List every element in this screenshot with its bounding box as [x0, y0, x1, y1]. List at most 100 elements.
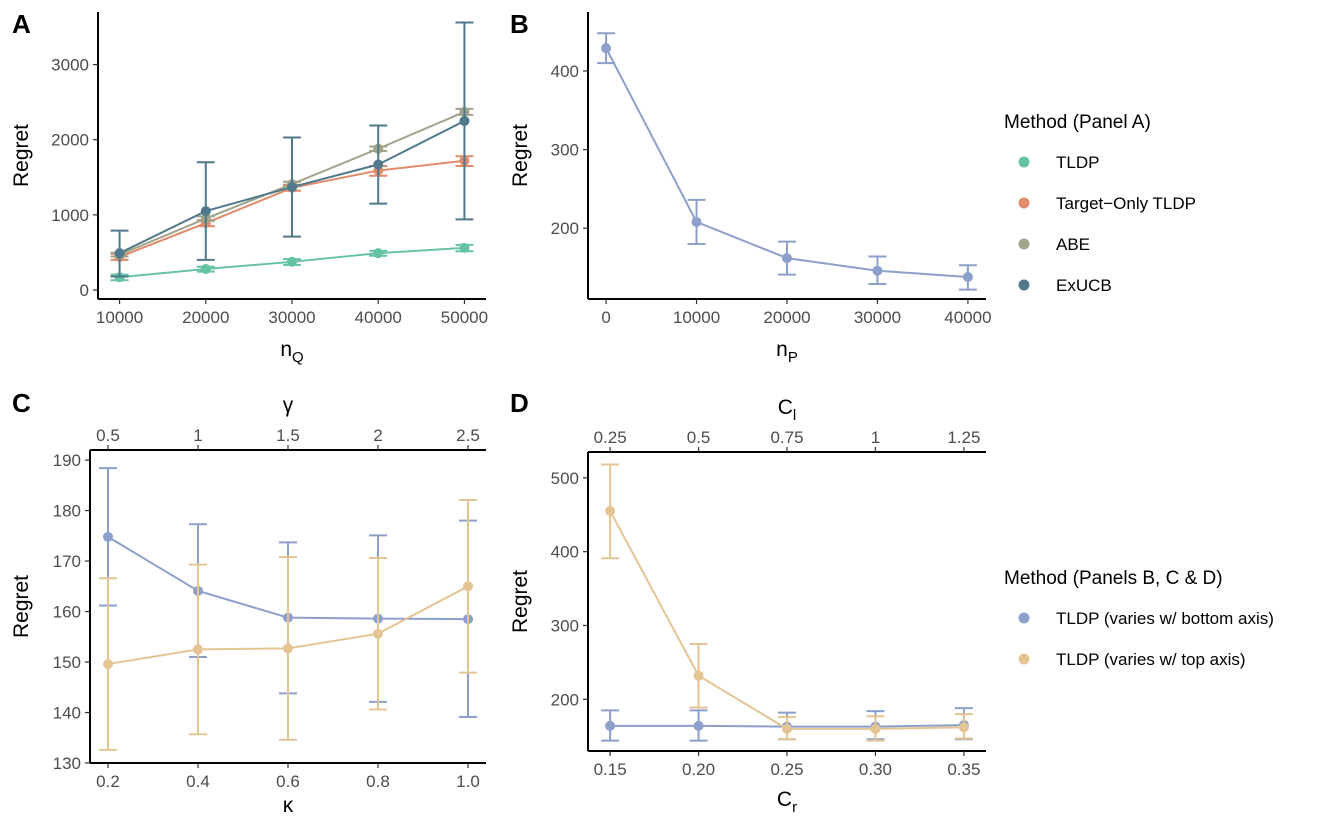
x-top-axis-title: γ	[283, 394, 294, 417]
legend-item: TLDP	[1018, 153, 1099, 172]
legend-2: Method (Panels B, C & D) TLDP (varies w/ …	[1004, 568, 1274, 669]
y-tick-label: 2000	[51, 131, 89, 150]
data-point	[103, 659, 113, 670]
legend-item: TLDP (varies w/ bottom axis)	[1018, 609, 1274, 628]
x-tick-label: 0.30	[859, 760, 892, 779]
y-tick-label: 130	[53, 754, 81, 773]
data-point	[605, 720, 616, 731]
panel-letter-b: B	[510, 9, 529, 39]
legend-title: Method (Panels B, C & D)	[1004, 568, 1223, 589]
x-axis-title: nQ	[280, 338, 303, 366]
legend-item: ABE	[1018, 235, 1090, 254]
x-top-tick-label: 0.5	[687, 428, 711, 447]
data-point	[373, 248, 384, 259]
data-point	[193, 644, 203, 655]
x-tick-label: 50000	[441, 308, 488, 327]
legend-title: Method (Panel A)	[1004, 112, 1151, 133]
x-tick-label: 40000	[355, 308, 402, 327]
data-point	[459, 115, 470, 126]
data-point	[693, 670, 704, 681]
series-bottom-panel-b	[597, 32, 977, 291]
x-tick-label: 30000	[268, 308, 315, 327]
x-top-tick-label: 0.75	[770, 428, 803, 447]
x-tick-label: 0	[601, 308, 610, 327]
y-tick-label: 500	[551, 469, 579, 488]
legend-label: ABE	[1056, 235, 1090, 254]
data-point	[103, 531, 113, 542]
data-point	[200, 263, 211, 274]
y-axis-title: Regret	[10, 575, 33, 638]
y-tick-label: 170	[53, 552, 81, 571]
y-tick-label: 400	[551, 62, 579, 81]
panel-letter-d: D	[510, 388, 529, 418]
chart-panel-c: 130 140 150 160 170 180 190 0.2 0.5 0.4 1 0.6 1.5 0.8…	[10, 394, 486, 817]
data-point	[691, 216, 702, 227]
x-axis-title: nP	[776, 338, 798, 366]
data-point	[605, 506, 616, 517]
y-axis-title: Regret	[509, 570, 532, 633]
x-top-tick-label: 1.25	[947, 428, 980, 447]
series-tldp-panel-a	[110, 242, 474, 283]
series-top-panel-c	[99, 498, 477, 751]
legend-label: ExUCB	[1056, 276, 1112, 295]
x-tick-label: 20000	[763, 308, 810, 327]
x-axis-title: Cr	[777, 788, 797, 816]
data-point	[782, 253, 792, 264]
legend-marker	[1018, 653, 1030, 665]
x-tick-label: 0.2	[96, 772, 120, 791]
y-tick-label: 3000	[51, 56, 89, 75]
x-top-tick-label: 0.25	[594, 428, 627, 447]
y-tick-label: 150	[53, 653, 81, 672]
legend-label: TLDP (varies w/ top axis)	[1056, 650, 1246, 669]
x-tick-label: 0.4	[186, 772, 210, 791]
x-tick-label: 0.6	[276, 772, 300, 791]
legend-item: ExUCB	[1018, 276, 1112, 295]
y-tick-label: 400	[551, 543, 579, 562]
panel-letter-c: C	[12, 388, 31, 418]
x-tick-label: 1.0	[456, 772, 480, 791]
panel-letter-a: A	[12, 9, 31, 39]
legend-label: TLDP (varies w/ bottom axis)	[1056, 609, 1274, 628]
data-point	[373, 628, 383, 639]
data-point	[200, 206, 211, 217]
x-tick-label: 0.8	[366, 772, 390, 791]
data-point	[287, 256, 297, 267]
x-axis-title: κ	[283, 794, 294, 817]
data-point	[283, 643, 293, 654]
chart-panel-b: 200 300 400 0 10000 20000 30000 40000 Regret nP	[509, 12, 992, 366]
x-top-tick-label: 1	[871, 428, 880, 447]
legend-marker	[1018, 197, 1030, 209]
x-tick-label: 20000	[182, 308, 229, 327]
data-point	[459, 242, 470, 253]
data-point	[870, 723, 881, 734]
chart-panel-a: 0 1000 2000 3000 10000 20000 30000 40000 50000 Re…	[10, 12, 488, 366]
x-top-axis-title: Cl	[778, 396, 797, 424]
x-tick-label: 0.20	[682, 760, 715, 779]
x-tick-label: 10000	[96, 308, 143, 327]
x-tick-label: 40000	[944, 308, 991, 327]
legends: Method (Panel A) TLDP Target−Only TLDP ABE E…	[1004, 112, 1274, 669]
series-top-panel-d	[601, 463, 973, 742]
x-top-tick-label: 1	[193, 426, 202, 445]
series-exucb-panel-a	[110, 21, 474, 278]
legend-marker	[1018, 612, 1030, 624]
data-point	[601, 43, 612, 54]
data-point	[962, 271, 973, 282]
x-top-tick-label: 2	[373, 426, 382, 445]
y-tick-label: 190	[53, 451, 81, 470]
legend-label: TLDP	[1056, 153, 1099, 172]
legend-item: Target−Only TLDP	[1018, 194, 1196, 213]
legend-marker	[1018, 156, 1030, 168]
x-tick-label: 0.15	[594, 760, 627, 779]
data-point	[287, 182, 297, 193]
y-axis-title: Regret	[509, 124, 532, 187]
y-tick-label: 200	[551, 690, 579, 709]
y-tick-label: 0	[80, 281, 89, 300]
chart-panel-d: 200 300 400 500 0.15 0.25 0.20 0.5 0.25 0.75 0.30 1…	[509, 396, 986, 816]
y-tick-label: 1000	[51, 206, 89, 225]
y-tick-label: 160	[53, 603, 81, 622]
y-tick-label: 140	[53, 704, 81, 723]
x-top-tick-label: 2.5	[456, 426, 480, 445]
